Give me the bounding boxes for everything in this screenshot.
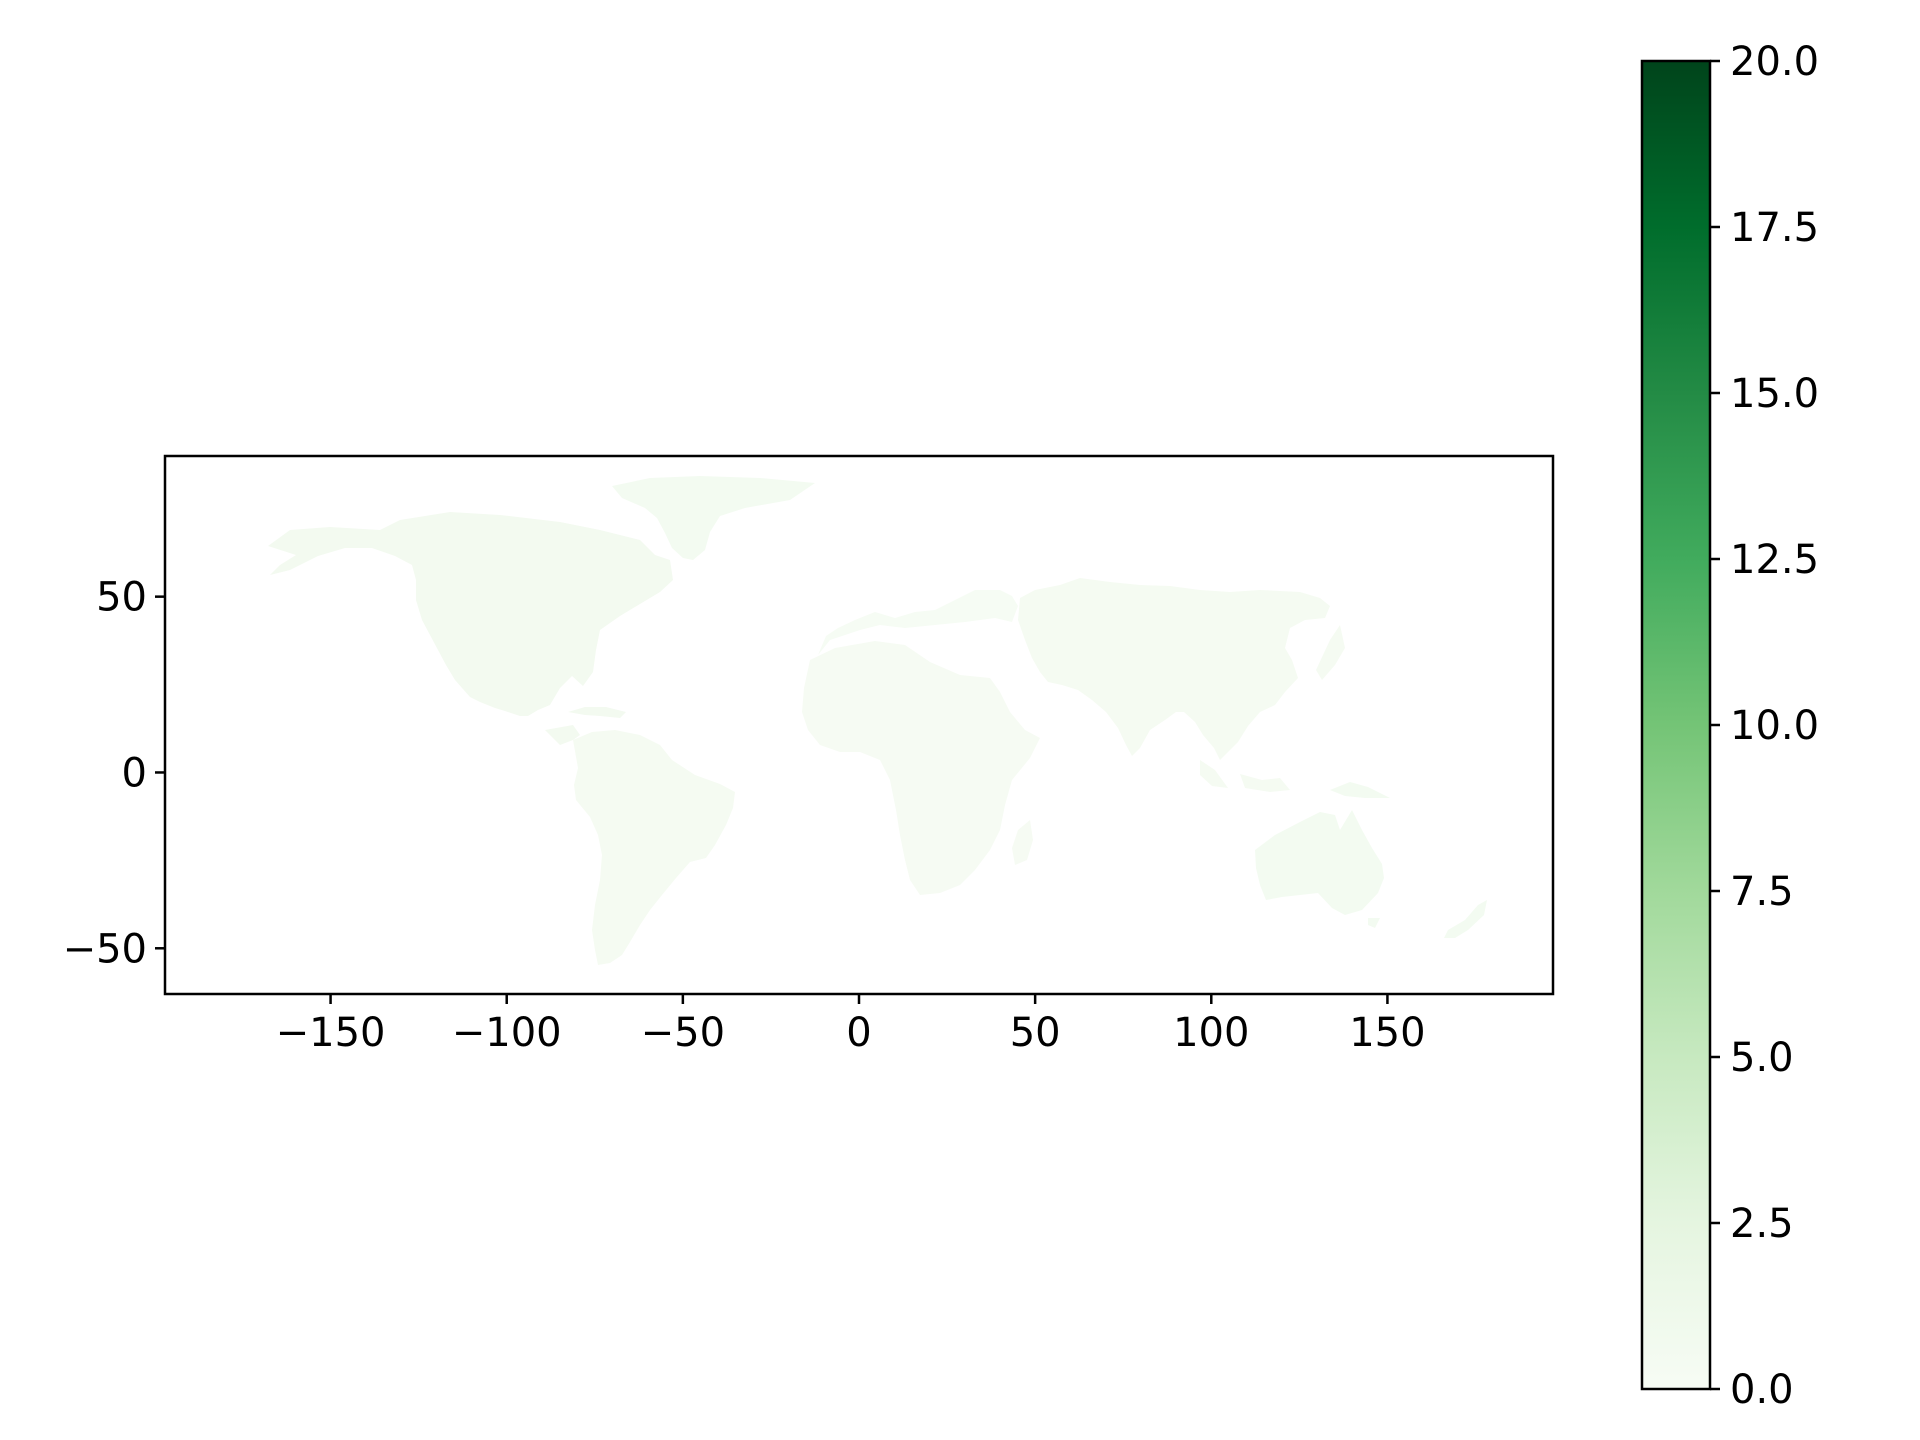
colorbar-tick-label: 17.5 bbox=[1730, 205, 1819, 251]
colorbar-axis: 0.0 2.5 5.0 7.5 10.0 12.5 15.0 17.5 20.0 bbox=[1710, 39, 1819, 1413]
region-south-america bbox=[573, 730, 735, 965]
colorbar-tick-label: 12.5 bbox=[1730, 537, 1819, 583]
x-tick-label: −100 bbox=[452, 1010, 562, 1056]
region-asia bbox=[1018, 578, 1345, 792]
land-layer bbox=[268, 476, 1487, 965]
map-axes: −150 −100 −50 0 50 100 150 50 0 −50 bbox=[63, 454, 1555, 1056]
x-tick-label: 50 bbox=[1010, 1010, 1061, 1056]
x-tick-label: 150 bbox=[1349, 1010, 1425, 1056]
x-tick-label: −50 bbox=[641, 1010, 725, 1056]
x-tick-label: 100 bbox=[1173, 1010, 1249, 1056]
colorbar-tick-label: 15.0 bbox=[1730, 371, 1819, 417]
x-tick-label: 0 bbox=[846, 1010, 871, 1056]
y-tick-label: −50 bbox=[63, 926, 147, 972]
y-axis: 50 0 −50 bbox=[63, 575, 165, 972]
region-europe bbox=[818, 590, 1018, 655]
colorbar: 0.0 2.5 5.0 7.5 10.0 12.5 15.0 17.5 20.0 bbox=[1640, 39, 1819, 1413]
y-tick-label: 50 bbox=[96, 575, 147, 621]
colorbar-tick-label: 20.0 bbox=[1730, 39, 1819, 85]
colorbar-gradient bbox=[1642, 61, 1710, 1389]
colorbar-tick-label: 10.0 bbox=[1730, 703, 1819, 749]
x-tick-label: −150 bbox=[276, 1010, 386, 1056]
region-oceania bbox=[1255, 782, 1487, 938]
colorbar-tick-label: 0.0 bbox=[1730, 1367, 1794, 1413]
region-north-america bbox=[268, 512, 673, 745]
colorbar-tick-label: 2.5 bbox=[1730, 1201, 1794, 1247]
region-greenland bbox=[612, 476, 815, 560]
colorbar-tick-label: 7.5 bbox=[1730, 869, 1794, 915]
colorbar-tick-label: 5.0 bbox=[1730, 1035, 1794, 1081]
x-axis: −150 −100 −50 0 50 100 150 bbox=[276, 994, 1426, 1056]
region-africa bbox=[802, 641, 1040, 895]
y-tick-label: 0 bbox=[122, 750, 147, 796]
